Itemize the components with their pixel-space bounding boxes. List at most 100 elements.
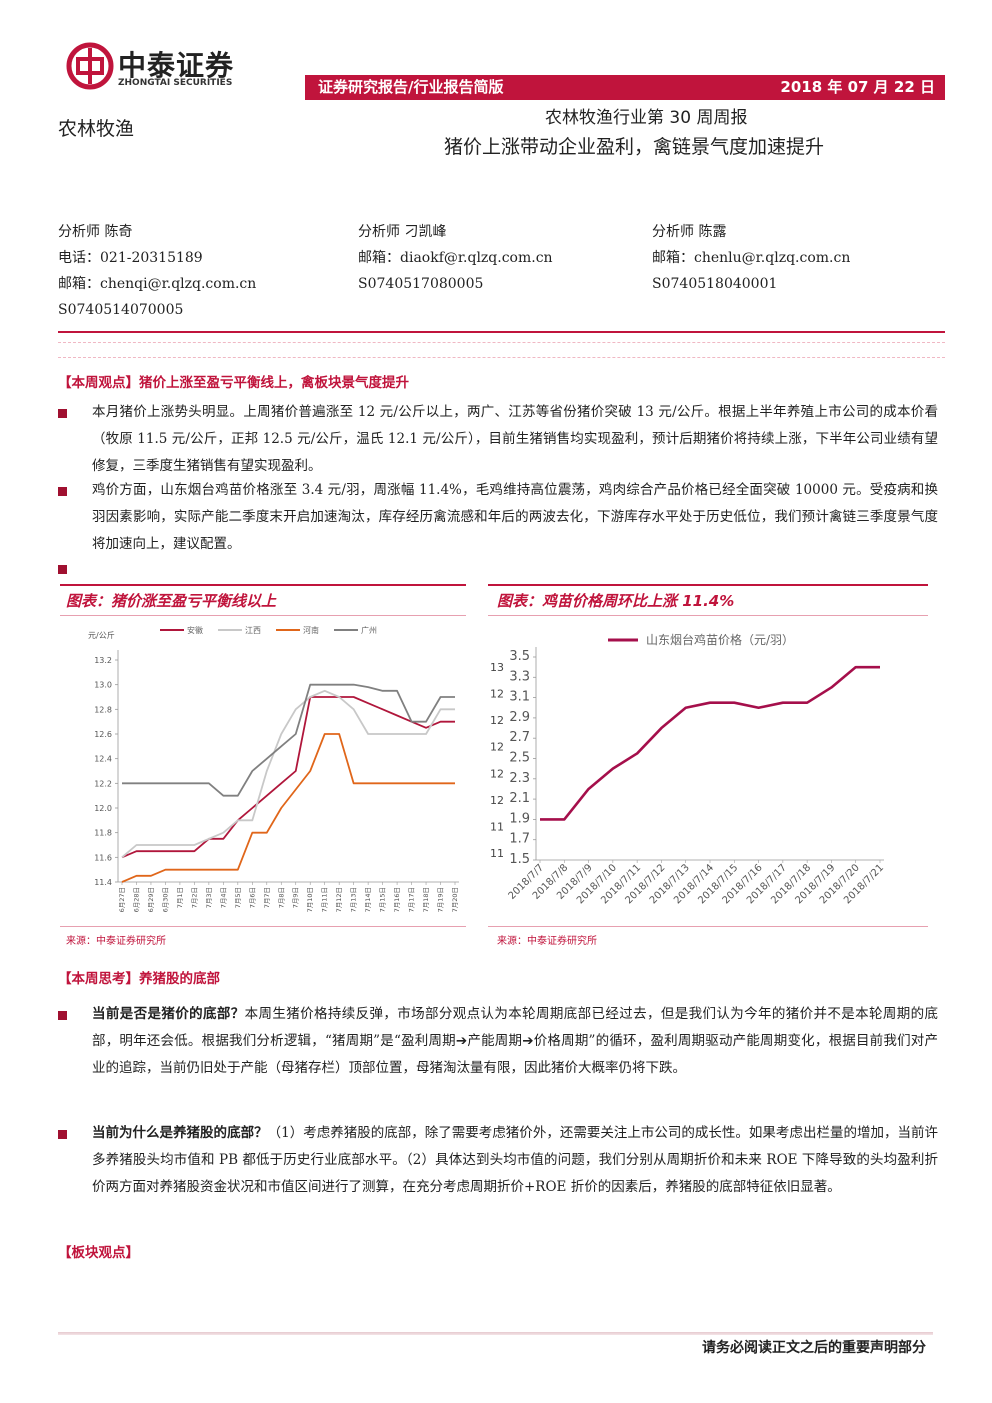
x-tick-label: 7月12日 [335, 887, 343, 912]
y-tick-label: 2.3 [509, 771, 530, 786]
bullet [58, 409, 67, 418]
bullet [58, 1130, 67, 1139]
y-tick-label: 3.3 [509, 669, 530, 684]
x-tick-label: 6月30日 [161, 887, 169, 912]
chart-rule [60, 926, 466, 927]
x-tick-label: 7月9日 [292, 887, 300, 908]
y-tick-label: 1.9 [509, 811, 530, 826]
y-tick-label: 12.8 [94, 705, 112, 714]
x-tick-label: 7月3日 [205, 887, 213, 908]
y-tick-label: 13.0 [94, 681, 112, 690]
x-tick-label: 7月19日 [437, 887, 445, 912]
y-tick-label: 3.5 [509, 649, 530, 664]
side-label: 13 [490, 661, 504, 674]
x-tick-label: 7月20日 [451, 887, 459, 912]
sector: 农林牧渔 [58, 118, 135, 140]
series-line [121, 689, 455, 859]
side-label: 12 [490, 688, 504, 701]
analyst-line: 分析师 陈露 [652, 224, 727, 240]
bullet [58, 1011, 67, 1020]
legend-label: 广州 [361, 625, 377, 635]
text: 本周生猪价格持续反弹，市场部分观点认为本轮周期底部已经过去，但是我们认为今年的猪… [92, 1006, 938, 1076]
report-type: 证券研究报告/行业报告简版 [318, 78, 504, 96]
analyst-line: 分析师 陈奇 [58, 224, 133, 240]
chart-rule [488, 926, 928, 927]
source: 来源：中泰证券研究所 [66, 936, 166, 947]
lead: 当前是否是猪价的底部？ [92, 1006, 245, 1022]
x-tick-label: 7月8日 [277, 887, 285, 908]
y-tick-label: 2.1 [509, 791, 530, 806]
analyst-line: 邮箱：chenlu@r.qlzq.com.cn [652, 250, 851, 266]
x-tick-label: 7月18日 [422, 887, 430, 912]
y-tick-label: 11.4 [94, 878, 112, 887]
x-tick-label: 7月13日 [350, 887, 358, 912]
report-band: 证券研究报告/行业报告简版 2018 年 07 月 22 日 [305, 75, 945, 100]
side-label: 12 [490, 767, 504, 780]
y-tick-label: 12.2 [94, 779, 112, 788]
x-tick-label: 7月16日 [393, 887, 401, 912]
analyst-line: 邮箱：diaokf@r.qlzq.com.cn [358, 250, 553, 266]
footer-rule [58, 1332, 933, 1335]
legend-label: 河南 [303, 625, 319, 635]
series-line [121, 696, 455, 859]
chart: 1.5 1.7 1.9 2.1 2.3 2.5 2.7 2.9 3.1 3.3 3.5 13 12 12 1… [490, 632, 886, 906]
chart-title: 图表：猪价涨至盈亏平衡线以上 [66, 592, 277, 610]
y-tick-label: 12.4 [94, 755, 112, 764]
paragraph: 当前是否是猪价的底部？本周生猪价格持续反弹，市场部分观点认为本轮周期底部已经过去… [92, 1001, 938, 1082]
analyst-line: S0740514070005 [58, 302, 184, 318]
paragraph: 当前为什么是养猪股的底部？（1）考虑养猪股的底部，除了需要考虑猪价外，还需要关注… [92, 1120, 938, 1201]
paragraph: 本月猪价上涨势头明显。上周猪价普遍涨至 12 元/公斤以上，两广、江苏等省份猪价… [92, 404, 938, 474]
side-label: 11 [490, 820, 504, 833]
x-tick-label: 6月27日 [118, 887, 126, 912]
paragraph: 鸡价方面，山东烟台鸡苗价格涨至 3.4 元/羽，周涨幅 11.4%，毛鸡维持高位… [92, 482, 938, 552]
section-heading: 【板块观点】 [58, 1245, 139, 1261]
divider [58, 331, 945, 333]
x-tick-label: 7月5日 [234, 887, 242, 908]
lead: 当前为什么是养猪股的底部？ [92, 1125, 268, 1141]
legend-label: 江西 [245, 626, 261, 635]
analyst-line: 邮箱：chenqi@r.qlzq.com.cn [58, 276, 257, 292]
dashed-band [58, 342, 945, 358]
analyst: 分析师 陈露 邮箱：chenlu@r.qlzq.com.cn S07405180… [652, 219, 850, 297]
y-tick-label: 2.9 [509, 710, 530, 725]
legend-label: 山东烟台鸡苗价格（元/羽） [646, 632, 794, 647]
source: 来源：中泰证券研究所 [497, 936, 597, 947]
section-heading: 【本周思考】养猪股的底部 [58, 971, 220, 987]
footer-note: 请务必阅读正文之后的重要声明部分 [702, 1340, 926, 1356]
analyst: 分析师 陈奇 电话：021-20315189 邮箱：chenqi@r.qlzq.… [58, 219, 256, 323]
analyst-line: 分析师 刁凯峰 [358, 224, 447, 240]
y-tick-label: 11.8 [94, 829, 112, 838]
legend-label: 安徽 [187, 625, 203, 635]
logo-icon [66, 42, 114, 90]
side-label: 12 [490, 741, 504, 754]
analyst-line: 电话：021-20315189 [58, 250, 203, 266]
y-tick-label: 11.6 [94, 853, 112, 862]
logo-cn: 中泰证券 [118, 49, 235, 82]
x-tick-label: 7月10日 [306, 887, 314, 912]
side-label: 12 [490, 794, 504, 807]
side-label: 12 [490, 714, 504, 727]
logo-en: ZHONGTAI SECURITIES [118, 78, 233, 88]
x-tick-label: 6月29日 [147, 887, 155, 912]
analyst-line: S0740518040001 [652, 276, 778, 292]
y-tick-label: 12.0 [94, 804, 112, 813]
report-title: 农林牧渔行业第 30 周周报 [545, 108, 748, 128]
bullet [58, 565, 67, 574]
x-tick-label: 7月1日 [176, 887, 184, 908]
side-label: 11 [490, 847, 504, 860]
series-line [540, 665, 880, 821]
chart-rule [60, 584, 466, 586]
y-tick-label: 2.7 [509, 730, 530, 745]
x-tick-label: 7月6日 [248, 887, 256, 908]
y-tick-label: 12.6 [94, 730, 112, 739]
x-tick-label: 7月17日 [408, 887, 416, 912]
x-tick-label: 7月11日 [321, 887, 329, 912]
y-tick-label: 2.5 [509, 751, 530, 766]
x-tick-label: 7月4日 [219, 887, 227, 908]
x-tick-label: 7月15日 [379, 887, 387, 912]
chart-rule [488, 584, 928, 586]
chart-rule [488, 615, 928, 616]
section-heading: 【本周观点】猪价上涨至盈亏平衡线上，禽板块景气度提升 [58, 375, 409, 391]
y-tick-label: 1.7 [509, 832, 530, 847]
